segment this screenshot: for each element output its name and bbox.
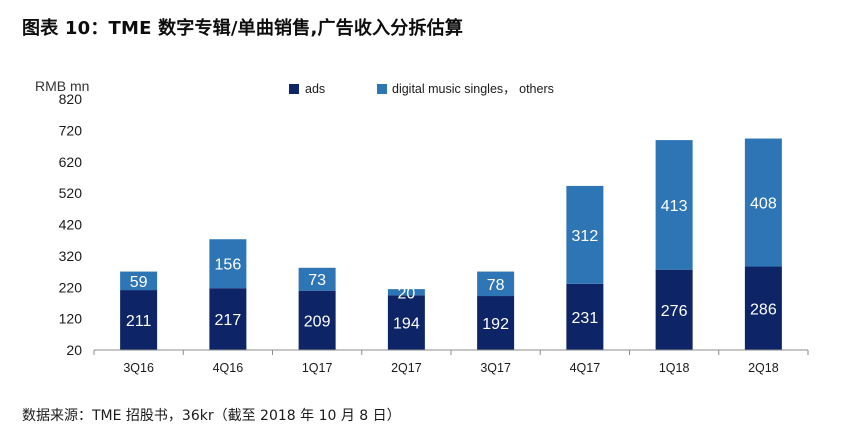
legend-label-ads: ads	[305, 82, 325, 96]
y-tick-label: 220	[59, 279, 83, 295]
x-tick-label: 2Q17	[391, 361, 422, 375]
data-label: 156	[215, 257, 242, 274]
x-tick-label: 3Q17	[480, 361, 511, 375]
x-tick-label: 4Q17	[570, 361, 601, 375]
data-label: 312	[572, 228, 599, 245]
y-tick-label: 120	[59, 311, 83, 327]
data-label: 211	[126, 313, 152, 330]
x-axis: 3Q16 4Q16 1Q17 2Q17 3Q17 4Q17 1Q18 2Q18	[93, 349, 809, 375]
data-label: 73	[308, 272, 326, 289]
y-tick-label: 420	[59, 217, 83, 233]
bars: 211 59 217 156 209 73 194 20 192 78 231 312 276 413 28…	[120, 138, 782, 350]
x-tick-label: 3Q16	[123, 361, 154, 375]
bar-segment-digital	[566, 185, 604, 284]
source-note: 数据来源：TME 招股书，36kr（截至 2018 年 10 月 8 日）	[22, 408, 401, 424]
data-label: 194	[393, 316, 420, 333]
bar-segment-digital	[477, 271, 515, 297]
y-tick-label: 320	[59, 248, 83, 264]
bar-segment-ads	[744, 266, 782, 350]
x-tick-label: 1Q18	[659, 361, 690, 375]
bar-segment-digital	[298, 267, 336, 291]
bar-segment-ads	[387, 295, 425, 350]
data-label: 209	[304, 313, 331, 330]
bar-segment-digital	[655, 140, 693, 270]
data-label: 408	[750, 196, 777, 213]
chart-title: 图表 10：TME 数字专辑/单曲销售,广告收入分拆估算	[22, 18, 464, 39]
bar-segment-ads	[566, 283, 604, 350]
data-label: 413	[661, 198, 688, 215]
data-label: 59	[130, 274, 148, 291]
data-label: 231	[572, 310, 599, 327]
legend-swatch-digital	[377, 84, 387, 94]
x-tick-label: 2Q18	[748, 361, 779, 375]
y-axis-label: RMB mn	[35, 78, 89, 94]
bar-segment-digital	[120, 271, 158, 291]
stacked-bar-chart: RMB mn ads digital music singles， others…	[35, 78, 809, 375]
y-tick-label: 520	[59, 185, 83, 201]
x-tick-label: 1Q17	[302, 361, 333, 375]
legend-label-digital: digital music singles， others	[392, 82, 554, 96]
y-tick-label: 720	[59, 122, 83, 138]
legend: ads digital music singles， others	[289, 82, 554, 96]
bar-segment-ads	[655, 269, 693, 350]
bar-segment-digital	[209, 239, 247, 289]
bar-segment-digital	[387, 289, 425, 296]
bar-segment-ads	[477, 296, 515, 350]
data-label: 217	[215, 312, 242, 329]
data-label: 78	[487, 277, 505, 294]
data-label: 20	[397, 285, 415, 302]
legend-swatch-ads	[289, 84, 299, 94]
bar-segment-ads	[209, 288, 247, 350]
y-tick-label: 620	[59, 154, 83, 170]
bar-segment-ads	[120, 290, 158, 350]
bar-segment-ads	[298, 290, 336, 350]
y-tick-label: 20	[66, 342, 82, 358]
x-tick-label: 4Q16	[213, 361, 244, 375]
data-label: 192	[482, 316, 509, 333]
bar-segment-digital	[744, 138, 782, 267]
y-axis: 20 120 220 320 420 520 620 720 820	[59, 91, 83, 358]
y-tick-label: 820	[59, 91, 83, 107]
data-label: 276	[661, 303, 688, 320]
data-label: 286	[750, 301, 777, 318]
